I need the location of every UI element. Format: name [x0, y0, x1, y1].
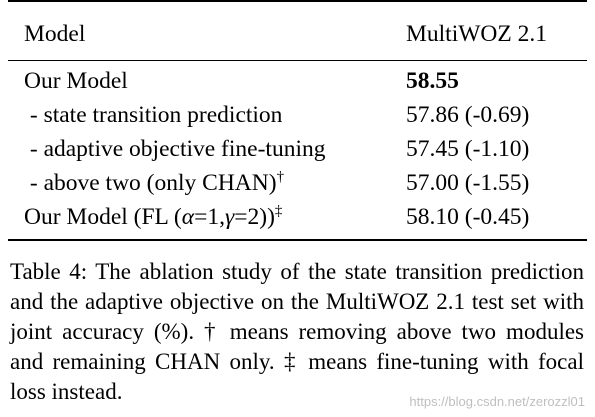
table-bottom-rule — [8, 239, 587, 241]
row-model-name: Our Model — [24, 68, 128, 94]
row-model-name: - adaptive objective fine-tuning — [24, 136, 326, 162]
dagger-marker: † — [276, 169, 285, 185]
table-caption: Table 4: The ablation study of the state… — [10, 259, 584, 404]
row-score: 58.10 (-0.45) — [406, 204, 530, 230]
alpha-value: =1, — [194, 204, 225, 230]
row-model-name-wrap: Our Model (FL (α=1,γ=2))‡ — [24, 203, 283, 230]
row-model-name-wrap: - above two (only CHAN)† — [24, 169, 285, 196]
row-model-prefix: Our Model (FL ( — [24, 204, 182, 230]
row-score: 57.86 (-0.69) — [406, 102, 530, 128]
row-score: 57.45 (-1.10) — [406, 136, 530, 162]
row-score: 57.00 (-1.55) — [406, 170, 530, 196]
watermark-text: https://blog.csdn.net/zerozzl01 — [409, 394, 585, 409]
header-model: Model — [24, 21, 86, 47]
alpha-symbol: α — [181, 204, 195, 230]
row-score: 58.55 — [406, 68, 459, 94]
gamma-value: =2)) — [234, 204, 275, 230]
double-dagger-marker: ‡ — [274, 203, 283, 219]
table-header-rule — [8, 60, 587, 61]
row-model-name: - above two (only CHAN) — [24, 170, 277, 196]
table-top-rule — [8, 0, 587, 2]
row-model-name: - state transition prediction — [24, 102, 283, 128]
header-dataset: MultiWOZ 2.1 — [406, 21, 547, 47]
gamma-symbol: γ — [224, 204, 235, 230]
